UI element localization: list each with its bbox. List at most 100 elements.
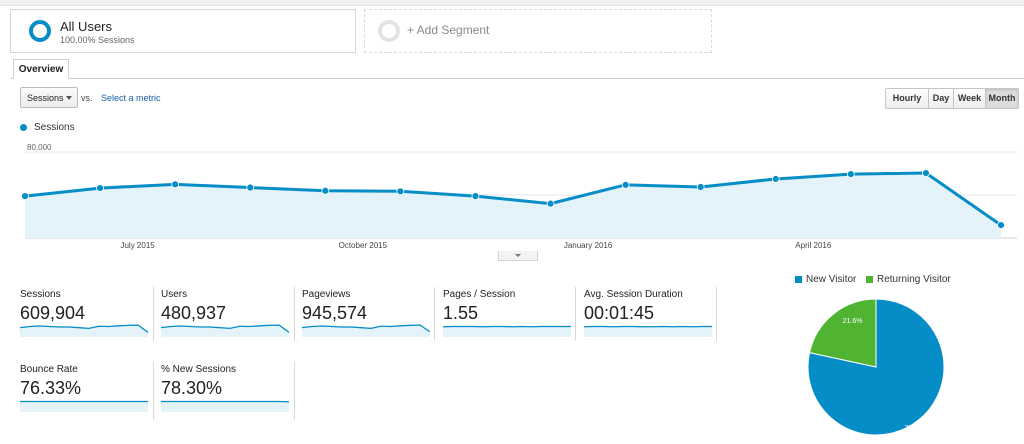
metric-sparkline: [443, 325, 571, 337]
segment-subtitle: 100.00% Sessions: [60, 35, 135, 45]
x-tick-label: April 2016: [795, 241, 832, 250]
data-point[interactable]: [696, 183, 705, 191]
segment-title: All Users: [60, 19, 113, 34]
metric-avg-session-duration[interactable]: Avg. Session Duration 00:01:45: [584, 289, 724, 345]
metric-value: 480,937: [161, 303, 227, 323]
area-fill: [25, 173, 1001, 238]
sparkline-line: [161, 324, 289, 333]
metric-sparkline: [302, 324, 430, 337]
segment-all-users[interactable]: All Users 100.00% Sessions: [10, 9, 356, 53]
sparkline-area: [20, 401, 148, 412]
sparkline-line: [302, 324, 430, 333]
data-point[interactable]: [171, 180, 180, 189]
metric-sparkline: [161, 324, 289, 337]
metric-sparkline: [20, 324, 148, 337]
x-tick-label: October 2015: [339, 241, 388, 250]
sessions-legend-marker: [20, 124, 27, 131]
metric-pageviews[interactable]: Pageviews 945,574: [302, 289, 442, 345]
metric-select[interactable]: Sessions: [20, 87, 78, 108]
sparkline-area: [20, 325, 148, 337]
metric-label: Avg. Session Duration: [584, 289, 683, 300]
metric-value: 00:01:45: [584, 303, 655, 323]
week-button[interactable]: Week: [954, 89, 986, 108]
sparkline-area: [302, 325, 430, 337]
caret-down-icon: [515, 254, 521, 257]
chart-collapse-handle[interactable]: [498, 251, 538, 261]
metric-value: 78.30%: [161, 378, 223, 398]
data-point[interactable]: [997, 221, 1005, 230]
data-point[interactable]: [96, 184, 104, 192]
pie-slice-label: 78.4%: [905, 425, 925, 432]
y-tick-label: 80,000: [27, 143, 52, 152]
vs-label: vs.: [81, 93, 93, 103]
x-tick-label: July 2015: [120, 241, 155, 250]
metric-divider: [294, 362, 295, 420]
metric-label: % New Sessions: [161, 364, 237, 375]
metric-divider: [716, 287, 717, 341]
data-point[interactable]: [546, 199, 555, 208]
metric-divider: [434, 287, 435, 341]
pie-slice-returning-visitor[interactable]: [808, 298, 877, 368]
data-point[interactable]: [621, 180, 630, 189]
add-segment-label: + Add Segment: [407, 23, 490, 37]
add-segment-button[interactable]: + Add Segment: [364, 9, 712, 53]
metric-label: Bounce Rate: [20, 364, 78, 375]
metric-divider: [153, 287, 154, 341]
data-point[interactable]: [471, 192, 480, 201]
segment-ring-icon: [29, 20, 51, 42]
metric-label: Sessions: [20, 289, 61, 300]
pie-slice-label: 21.6%: [843, 318, 863, 325]
pie-legend-returning-visitor[interactable]: Returning Visitor: [866, 274, 951, 285]
metric-sparkline: [20, 400, 148, 412]
metric-value: 945,574: [302, 303, 368, 323]
metric-new-sessions[interactable]: % New Sessions 78.30%: [161, 364, 301, 420]
sparkline-line: [20, 324, 148, 333]
segment-placeholder-icon: [378, 20, 400, 42]
metric-label: Pages / Session: [443, 289, 516, 300]
data-point[interactable]: [771, 175, 780, 183]
pie-slice-new-visitor[interactable]: [807, 298, 945, 436]
x-tick-label: January 2016: [564, 241, 613, 250]
metric-sparkline: [161, 400, 289, 412]
visitor-type-pie-chart: 78.4% 21.6%: [807, 298, 945, 436]
pie-legend-new-visitor[interactable]: New Visitor: [795, 274, 856, 285]
data-point[interactable]: [846, 170, 855, 179]
sparkline-area: [443, 326, 571, 337]
data-point[interactable]: [396, 187, 405, 196]
metric-divider: [153, 362, 154, 420]
data-point[interactable]: [922, 169, 930, 177]
data-point[interactable]: [246, 183, 255, 192]
chevron-down-icon: [66, 96, 72, 100]
metric-value: 609,904: [20, 303, 86, 323]
top-bar: [0, 0, 1024, 6]
sessions-legend-label: Sessions: [34, 122, 75, 133]
day-button[interactable]: Day: [929, 89, 954, 108]
series-line-sessions: [24, 171, 1002, 227]
metric-divider: [294, 287, 295, 341]
metric-value: 1.55: [443, 303, 479, 323]
granularity-toggle: Hourly Day Week Month: [885, 88, 1019, 109]
data-point[interactable]: [21, 192, 29, 201]
data-point[interactable]: [321, 186, 330, 195]
legend-swatch: [795, 276, 802, 283]
hourly-button[interactable]: Hourly: [886, 89, 929, 108]
metric-value: 76.33%: [20, 378, 82, 398]
month-button[interactable]: Month: [986, 89, 1018, 108]
metric-sparkline: [584, 325, 712, 337]
sparkline-area: [161, 401, 289, 412]
metric-users[interactable]: Users 480,937: [161, 289, 301, 345]
metric-label: Users: [161, 289, 188, 300]
metric-pages-per-session[interactable]: Pages / Session 1.55: [443, 289, 583, 345]
metric-select-value: Sessions: [27, 93, 64, 103]
metric-sessions[interactable]: Sessions 609,904: [20, 289, 160, 345]
select-metric-link[interactable]: Select a metric: [101, 93, 161, 103]
legend-label: New Visitor: [806, 274, 857, 285]
metric-label: Pageviews: [302, 289, 351, 300]
sparkline-area: [161, 325, 289, 337]
legend-label: Returning Visitor: [877, 274, 951, 285]
tabs-divider: [10, 78, 1024, 79]
metric-bounce-rate[interactable]: Bounce Rate 76.33%: [20, 364, 160, 420]
tab-overview[interactable]: Overview: [13, 59, 69, 79]
metric-divider: [575, 287, 576, 341]
